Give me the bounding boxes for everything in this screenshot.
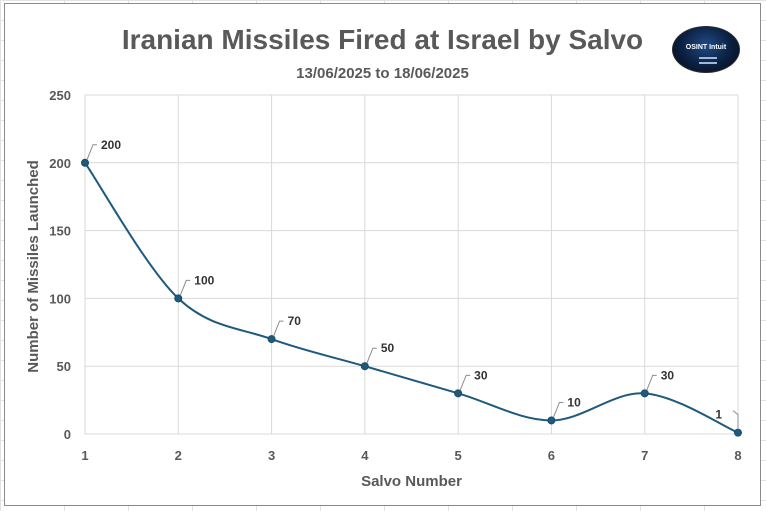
data-label-leader <box>273 320 284 337</box>
chart-subtitle: 13/06/2025 to 18/06/2025 <box>296 65 469 82</box>
data-point <box>640 389 649 398</box>
data-point <box>734 428 742 437</box>
x-tick-label: 5 <box>455 448 462 463</box>
data-label: 30 <box>474 368 488 382</box>
data-point <box>547 416 556 425</box>
x-tick-label: 6 <box>548 448 555 463</box>
logo-text: OSINT Intuit <box>685 44 727 51</box>
y-tick-labels: 0 50 100 150 200 250 <box>49 88 71 442</box>
data-label-leader <box>646 374 657 391</box>
x-tick-labels: 1 2 3 4 5 6 7 8 <box>81 448 741 463</box>
data-point <box>174 294 183 303</box>
x-tick-label: 1 <box>81 448 88 463</box>
series-line <box>84 162 739 434</box>
data-point <box>454 389 463 398</box>
chart-title: Iranian Missiles Fired at Israel by Salv… <box>121 24 644 55</box>
data-label: 100 <box>194 273 214 287</box>
x-tick-label: 4 <box>361 448 369 463</box>
data-label: 50 <box>381 341 395 355</box>
data-label-leader <box>86 144 97 160</box>
x-axis-title: Salvo Number <box>361 473 462 490</box>
data-label-leader <box>459 374 471 391</box>
chart-area[interactable]: Iranian Missiles Fired at Israel by Salv… <box>4 3 761 506</box>
y-tick-label: 150 <box>49 224 71 239</box>
data-point <box>267 335 276 344</box>
data-label: 10 <box>567 395 581 409</box>
data-point <box>360 362 369 371</box>
gridlines <box>84 94 739 435</box>
y-tick-label: 50 <box>57 359 71 374</box>
data-label: 1 <box>715 408 722 422</box>
data-label-leader <box>179 279 191 296</box>
x-tick-label: 3 <box>268 448 275 463</box>
data-label: 200 <box>101 138 121 152</box>
data-point <box>81 158 89 167</box>
logo-social-line <box>699 62 717 64</box>
data-label-leader <box>732 410 739 430</box>
data-label-leader <box>366 347 377 364</box>
osint-intuit-logo: OSINT Intuit <box>672 26 740 73</box>
data-labels: 200 100 70 50 30 10 30 1 <box>86 138 739 430</box>
y-axis-title: Number of Missiles Launched <box>25 160 42 373</box>
data-label-leader <box>552 401 564 418</box>
data-label: 70 <box>288 314 302 328</box>
y-tick-label: 200 <box>49 156 71 171</box>
x-tick-label: 2 <box>175 448 182 463</box>
x-tick-label: 8 <box>734 448 741 463</box>
data-markers <box>81 158 742 437</box>
y-tick-label: 100 <box>49 291 71 306</box>
y-tick-label: 250 <box>49 88 71 103</box>
data-label: 30 <box>661 368 675 382</box>
y-tick-label: 0 <box>64 427 71 442</box>
x-tick-label: 7 <box>641 448 648 463</box>
logo-social-line <box>699 57 717 59</box>
